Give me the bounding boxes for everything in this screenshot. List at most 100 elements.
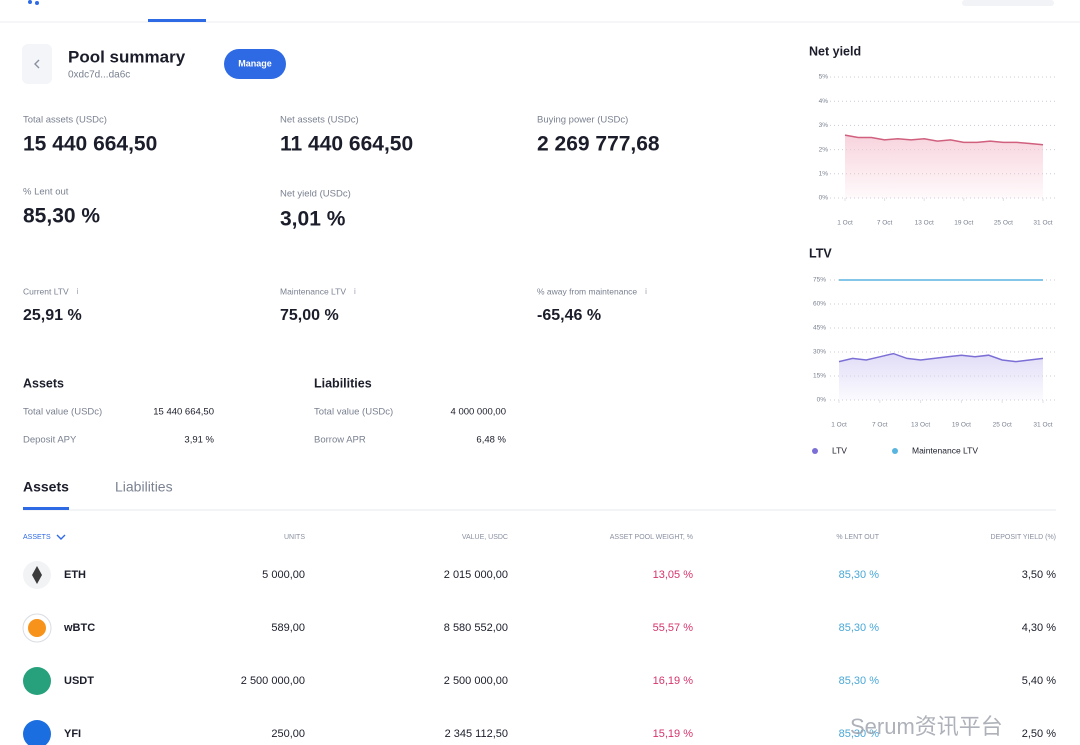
table-cell: 4,30 % bbox=[1022, 622, 1056, 634]
table-cell: 3,50 % bbox=[1022, 569, 1056, 581]
stat-label: Net yield (USDc) bbox=[280, 189, 351, 200]
summary-value: 4 000 000,00 bbox=[451, 407, 506, 418]
column-header: VALUE, USDC bbox=[462, 534, 508, 541]
y-tick-label: 15% bbox=[813, 373, 826, 380]
y-tick-label: 75% bbox=[813, 277, 826, 284]
asset-icon bbox=[23, 667, 51, 695]
table-cell: 85,30 % bbox=[839, 675, 880, 687]
table-cell: 85,30 % bbox=[839, 622, 880, 634]
page-title: Pool summary bbox=[68, 47, 186, 66]
summary-title: Liabilities bbox=[314, 376, 372, 390]
watermark: Serum资讯平台 bbox=[850, 714, 1003, 739]
info-icon: i bbox=[354, 287, 356, 296]
asset-name: YFI bbox=[64, 728, 81, 740]
column-header: ASSET POOL WEIGHT, % bbox=[610, 534, 693, 541]
active-nav-indicator bbox=[148, 19, 206, 22]
asset-name: USDT bbox=[64, 675, 94, 687]
asset-name: wBTC bbox=[63, 622, 95, 634]
table-cell: 2 015 000,00 bbox=[444, 569, 508, 581]
sort-icon bbox=[56, 534, 66, 540]
stat-label: Buying power (USDc) bbox=[537, 115, 628, 126]
legend-label: Maintenance LTV bbox=[912, 445, 978, 455]
table-cell: 2,50 % bbox=[1022, 728, 1056, 740]
stat-value: 15 440 664,50 bbox=[23, 133, 157, 156]
asset-name: ETH bbox=[64, 569, 86, 581]
y-tick-label: 3% bbox=[819, 122, 829, 129]
logo bbox=[28, 0, 32, 4]
x-tick-label: 7 Oct bbox=[872, 422, 888, 429]
asset-icon-inner bbox=[28, 619, 46, 637]
tab[interactable]: Assets bbox=[23, 479, 69, 495]
summary-label: Total value (USDc) bbox=[23, 407, 102, 418]
y-tick-label: 0% bbox=[819, 195, 829, 202]
table-cell: 55,57 % bbox=[653, 622, 694, 634]
x-tick-label: 25 Oct bbox=[993, 422, 1012, 429]
stat-value: 85,30 % bbox=[23, 205, 100, 228]
manage-button[interactable] bbox=[224, 49, 286, 79]
asset-icon-inner bbox=[32, 566, 42, 584]
column-header: DEPOSIT YIELD (%) bbox=[991, 534, 1056, 541]
legend-swatch bbox=[812, 448, 818, 454]
nav-button[interactable] bbox=[962, 0, 1054, 6]
top-nav bbox=[0, 0, 1080, 22]
stat-label: Current LTV bbox=[23, 286, 69, 296]
x-tick-label: 1 Oct bbox=[831, 422, 847, 429]
info-icon: i bbox=[645, 287, 647, 296]
back-icon bbox=[34, 59, 40, 69]
table-cell: 8 580 552,00 bbox=[444, 622, 508, 634]
x-tick-label: 31 Oct bbox=[1033, 422, 1052, 429]
column-header: UNITS bbox=[284, 534, 305, 541]
line bbox=[844, 134, 1044, 146]
stat-value: -65,46 % bbox=[537, 307, 601, 324]
stat-value: 11 440 664,50 bbox=[280, 133, 413, 156]
y-tick-label: 30% bbox=[813, 349, 826, 356]
stat-label: Maintenance LTV bbox=[280, 286, 346, 296]
table-cell: 2 500 000,00 bbox=[444, 675, 508, 687]
table-cell: 15,19 % bbox=[653, 728, 694, 740]
y-tick-label: 4% bbox=[819, 98, 829, 105]
table-cell: 85,30 % bbox=[839, 569, 880, 581]
legend-swatch bbox=[892, 448, 898, 454]
y-tick-label: 60% bbox=[813, 301, 826, 308]
table-cell: 16,19 % bbox=[653, 675, 694, 687]
summary-value: 3,91 % bbox=[184, 435, 214, 446]
summary-label: Borrow APR bbox=[314, 435, 366, 446]
y-tick-label: 2% bbox=[819, 146, 829, 153]
manage-button-label[interactable]: Manage bbox=[238, 58, 272, 68]
summary-label: Deposit APY bbox=[23, 435, 77, 446]
table-cell: 250,00 bbox=[271, 728, 305, 740]
table-cell: 85,30 % bbox=[839, 728, 880, 740]
chart-title: LTV bbox=[809, 246, 832, 260]
x-tick-label: 13 Oct bbox=[911, 422, 930, 429]
y-tick-label: 45% bbox=[813, 325, 826, 332]
legend-label: LTV bbox=[832, 445, 847, 455]
summary-title: Assets bbox=[23, 376, 64, 390]
x-tick-label: 19 Oct bbox=[952, 422, 971, 429]
x-tick-label: 1 Oct bbox=[837, 220, 853, 227]
active-tab-indicator bbox=[23, 507, 69, 510]
pool-address: 0xdc7d...da6c bbox=[68, 70, 130, 81]
y-tick-label: 5% bbox=[819, 74, 829, 81]
column-header: % LENT OUT bbox=[836, 534, 879, 541]
stat-label: Total assets (USDc) bbox=[23, 115, 107, 126]
logo bbox=[35, 1, 39, 5]
y-tick-label: 0% bbox=[817, 397, 827, 404]
x-tick-label: 31 Oct bbox=[1033, 220, 1052, 227]
table-cell: 5 000,00 bbox=[262, 569, 305, 581]
stat-value: 75,00 % bbox=[280, 307, 339, 324]
area bbox=[839, 353, 1043, 400]
summary-label: Total value (USDc) bbox=[314, 407, 393, 418]
table-cell: 2 345 112,50 bbox=[445, 728, 508, 740]
stat-value: 2 269 777,68 bbox=[537, 133, 660, 156]
tab[interactable]: Liabilities bbox=[115, 479, 173, 495]
stat-label: % away from maintenance bbox=[537, 286, 637, 296]
x-tick-label: 7 Oct bbox=[877, 220, 893, 227]
line bbox=[838, 352, 1044, 363]
back-button[interactable] bbox=[22, 44, 52, 84]
summary-value: 15 440 664,50 bbox=[153, 407, 214, 418]
summary-value: 6,48 % bbox=[476, 435, 506, 446]
column-header[interactable]: ASSETS bbox=[23, 534, 51, 541]
table-cell: 13,05 % bbox=[653, 569, 694, 581]
table-cell: 589,00 bbox=[271, 622, 305, 634]
